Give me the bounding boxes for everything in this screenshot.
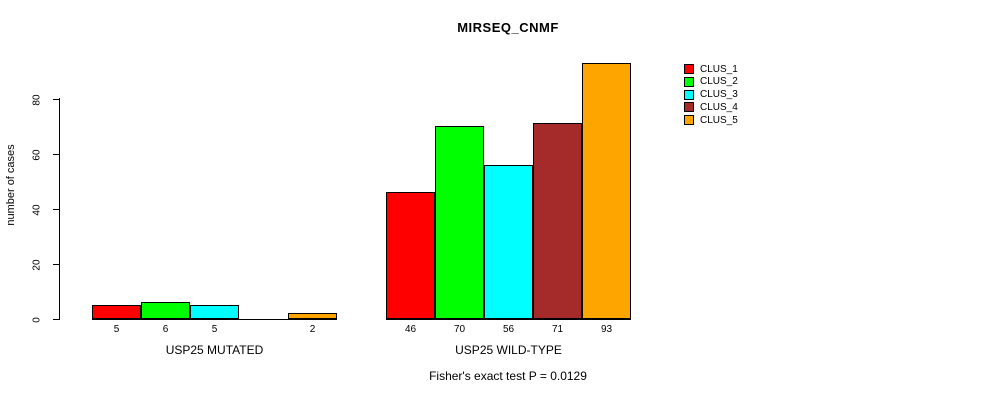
bar-value-label: 70 bbox=[453, 324, 466, 335]
bar-value-label: 6 bbox=[162, 324, 169, 335]
group-label: USP25 MUTATED bbox=[165, 343, 264, 357]
bar-clus_2 bbox=[141, 302, 190, 319]
y-tick-mark bbox=[53, 319, 60, 320]
legend-label: CLUS_2 bbox=[700, 76, 738, 88]
bar-clus_5 bbox=[582, 63, 631, 319]
legend-swatch bbox=[684, 102, 694, 113]
legend-label: CLUS_3 bbox=[700, 89, 738, 101]
y-axis-label: number of cases bbox=[5, 144, 17, 226]
group-baseline bbox=[386, 319, 631, 320]
legend-item-clus_4: CLUS_4 bbox=[684, 101, 738, 113]
bar-value-label: 2 bbox=[309, 324, 316, 335]
annotation-text: Fisher's exact test P = 0.0129 bbox=[429, 369, 587, 383]
legend-label: CLUS_1 bbox=[700, 63, 738, 75]
y-tick-label: 0 bbox=[31, 316, 43, 323]
y-tick-label: 40 bbox=[31, 203, 43, 216]
y-tick-label: 60 bbox=[31, 148, 43, 161]
legend-swatch bbox=[684, 89, 694, 100]
bar-value-label: 93 bbox=[600, 324, 613, 335]
y-tick-label: 20 bbox=[31, 258, 43, 271]
legend-swatch bbox=[684, 115, 694, 126]
legend-swatch bbox=[684, 64, 694, 74]
legend-swatch bbox=[684, 76, 694, 87]
y-tick-mark bbox=[53, 264, 60, 265]
legend-item-clus_5: CLUS_5 bbox=[684, 114, 738, 126]
bar-value-label: 5 bbox=[113, 324, 120, 335]
bar-value-label: 46 bbox=[404, 324, 417, 335]
bar-value-label: 56 bbox=[502, 324, 515, 335]
bar-clus_3 bbox=[484, 165, 533, 319]
bar-clus_3 bbox=[190, 305, 239, 319]
bar-clus_5 bbox=[288, 313, 337, 319]
legend-item-clus_3: CLUS_3 bbox=[684, 89, 738, 101]
bar-clus_2 bbox=[435, 126, 484, 319]
y-tick-label: 80 bbox=[31, 93, 43, 106]
group-label: USP25 WILD-TYPE bbox=[455, 343, 562, 357]
bar-value-label: 71 bbox=[551, 324, 564, 335]
group-baseline bbox=[92, 319, 337, 320]
bar-value-label: 5 bbox=[211, 324, 218, 335]
legend-item-clus_2: CLUS_2 bbox=[684, 76, 738, 88]
chart-title: MIRSEQ_CNMF bbox=[457, 20, 559, 35]
y-tick-mark bbox=[53, 154, 60, 155]
legend-label: CLUS_4 bbox=[700, 101, 738, 113]
legend-item-clus_1: CLUS_1 bbox=[684, 63, 738, 75]
bar-clus_4 bbox=[533, 123, 582, 319]
y-tick-mark bbox=[53, 99, 60, 100]
y-tick-mark bbox=[53, 209, 60, 210]
bar-clus_1 bbox=[92, 305, 141, 319]
legend-label: CLUS_5 bbox=[700, 114, 738, 126]
bar-clus_1 bbox=[386, 192, 435, 319]
